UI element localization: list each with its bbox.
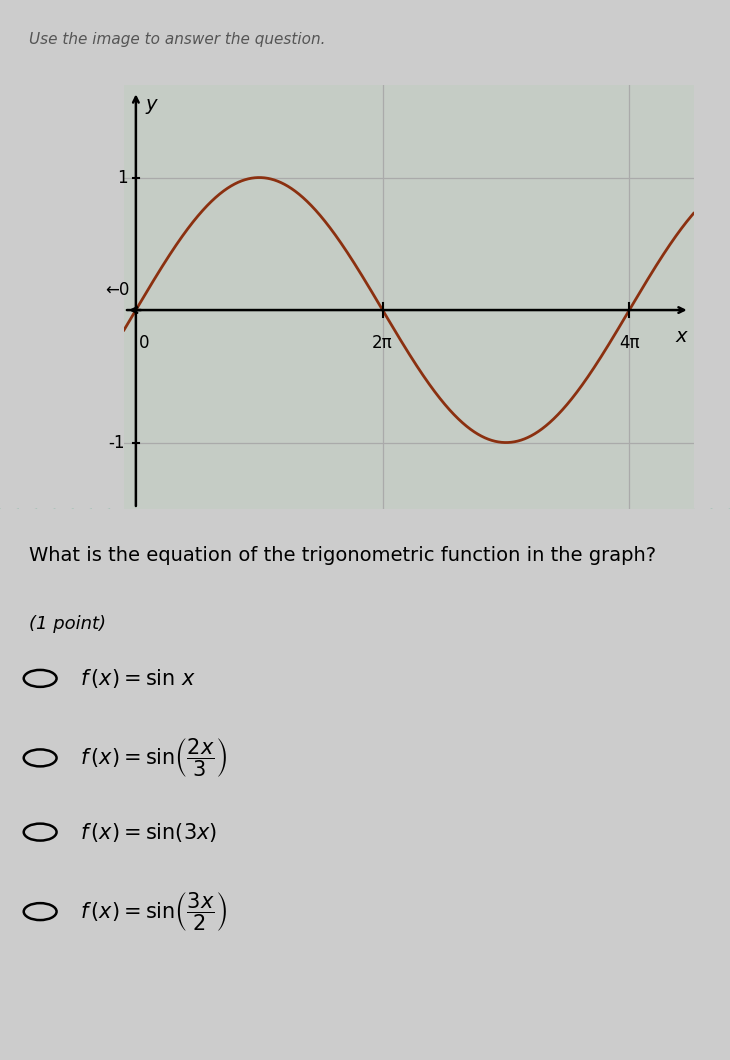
- Text: $f\,(x) = \sin(3x)$: $f\,(x) = \sin(3x)$: [80, 820, 218, 844]
- Text: x: x: [676, 328, 688, 347]
- Text: $f\,(x) = \sin\,x$: $f\,(x) = \sin\,x$: [80, 667, 196, 690]
- Text: y: y: [146, 95, 157, 114]
- Text: 1: 1: [117, 169, 128, 187]
- Text: 0: 0: [139, 334, 149, 352]
- Text: Use the image to answer the question.: Use the image to answer the question.: [28, 32, 325, 48]
- Text: (1 point): (1 point): [29, 615, 106, 633]
- Text: What is the equation of the trigonometric function in the graph?: What is the equation of the trigonometri…: [29, 546, 656, 565]
- Text: -1: -1: [108, 434, 125, 452]
- Text: ←0: ←0: [106, 282, 130, 299]
- Text: 2π: 2π: [372, 334, 393, 352]
- Text: $f\,(x) = \sin\!\left(\dfrac{3x}{2}\right)$: $f\,(x) = \sin\!\left(\dfrac{3x}{2}\righ…: [80, 890, 227, 933]
- Text: 4π: 4π: [619, 334, 639, 352]
- Text: $f\,(x) = \sin\!\left(\dfrac{2x}{3}\right)$: $f\,(x) = \sin\!\left(\dfrac{2x}{3}\righ…: [80, 737, 227, 779]
